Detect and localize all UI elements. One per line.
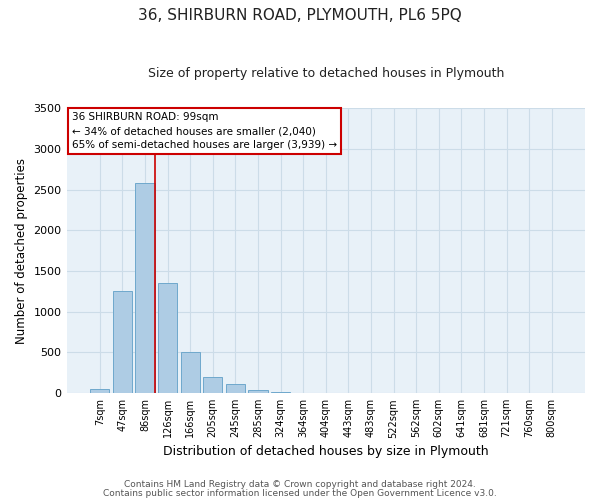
Bar xyxy=(181,352,200,393)
Bar xyxy=(90,389,109,393)
Text: Contains public sector information licensed under the Open Government Licence v3: Contains public sector information licen… xyxy=(103,488,497,498)
Bar xyxy=(226,384,245,393)
Bar xyxy=(113,292,132,393)
Bar xyxy=(158,283,177,393)
Text: Contains HM Land Registry data © Crown copyright and database right 2024.: Contains HM Land Registry data © Crown c… xyxy=(124,480,476,489)
Bar xyxy=(203,377,223,393)
Bar xyxy=(136,183,155,393)
Bar xyxy=(271,392,290,393)
Y-axis label: Number of detached properties: Number of detached properties xyxy=(15,158,28,344)
Text: 36 SHIRBURN ROAD: 99sqm
← 34% of detached houses are smaller (2,040)
65% of semi: 36 SHIRBURN ROAD: 99sqm ← 34% of detache… xyxy=(72,112,337,150)
Title: Size of property relative to detached houses in Plymouth: Size of property relative to detached ho… xyxy=(148,68,504,80)
X-axis label: Distribution of detached houses by size in Plymouth: Distribution of detached houses by size … xyxy=(163,444,488,458)
Bar xyxy=(248,390,268,393)
Text: 36, SHIRBURN ROAD, PLYMOUTH, PL6 5PQ: 36, SHIRBURN ROAD, PLYMOUTH, PL6 5PQ xyxy=(138,8,462,22)
